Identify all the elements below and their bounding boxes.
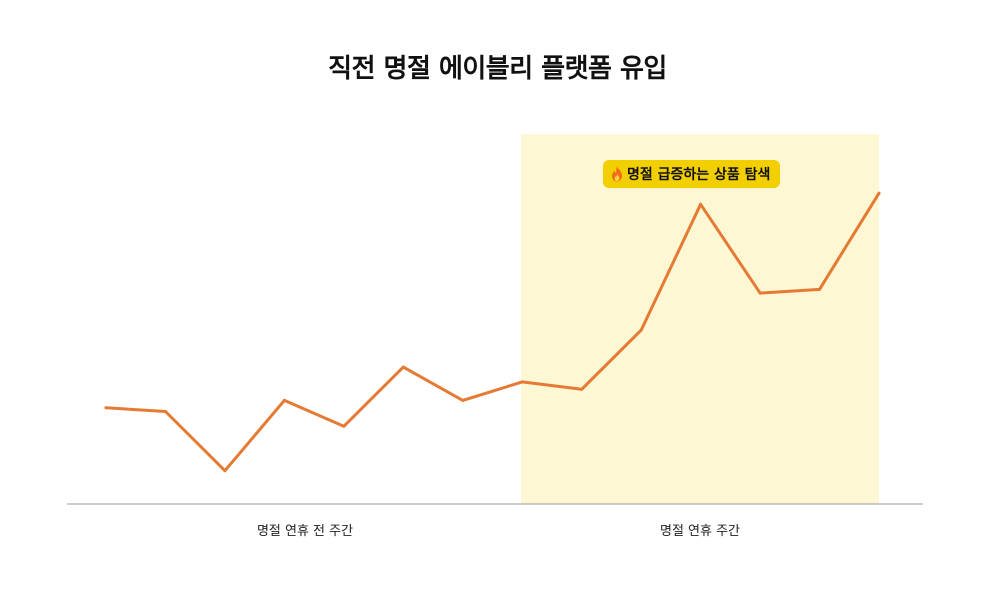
data-points [104,191,881,473]
chart-title: 직전 명절 에이블리 플랫폼 유입 [328,54,667,84]
data-point-13 [818,287,821,291]
data-point-6 [401,365,405,369]
surge-badge: 명절 급증하는 상품 탐색 [603,160,781,188]
data-point-9 [580,387,584,391]
data-point-5 [342,424,346,428]
highlight-region [521,134,879,504]
data-point-11 [699,202,703,206]
data-point-7 [461,398,465,402]
data-point-3 [223,469,227,473]
data-point-12 [758,291,762,295]
data-point-1 [104,406,108,410]
x-period-label-holiday: 명절 연휴 주간 [659,524,741,539]
series-line [104,191,881,473]
data-point-8 [520,380,524,384]
data-point-4 [282,398,286,402]
fire-icon [612,166,622,182]
x-period-label-pre-holiday: 명절 연휴 전 주간 [256,524,354,539]
data-point-2 [164,410,167,413]
data-point-14 [877,191,881,195]
surge-badge-label: 명절 급증하는 상품 탐색 [627,167,771,183]
data-point-10 [639,328,643,332]
